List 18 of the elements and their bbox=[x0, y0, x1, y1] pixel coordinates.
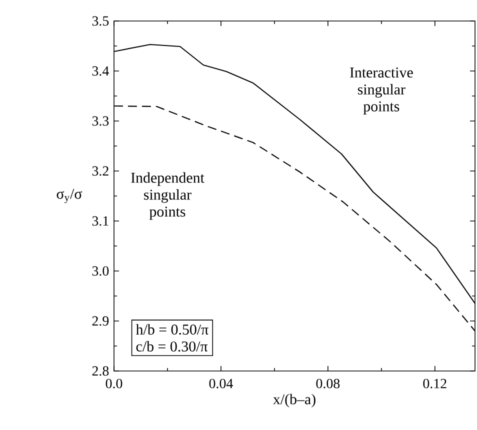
y-tick-label: 3.1 bbox=[92, 216, 108, 226]
y-axis-title: σ$_{y}$/σ bbox=[56, 188, 82, 204]
y-tick-label: 3.5 bbox=[92, 16, 109, 26]
y-tick-label: 3.4 bbox=[92, 66, 109, 76]
x-tick-label: 0.04 bbox=[209, 378, 233, 388]
y-tick-label: 3.0 bbox=[92, 266, 109, 276]
x-tick-label: 0.08 bbox=[316, 378, 340, 388]
x-tick-label: 0.0 bbox=[106, 378, 122, 388]
y-tick-label: 2.8 bbox=[92, 366, 109, 376]
x-tick-label: 0.12 bbox=[423, 378, 446, 388]
x-axis-title: x/(b–a) bbox=[273, 394, 316, 408]
y-tick-label: 2.9 bbox=[92, 316, 109, 326]
annotation: Interactive singular points bbox=[350, 68, 413, 114]
y-tick-label: 3.3 bbox=[92, 116, 109, 126]
annotation: h/b = 0.50/π bbox=[136, 324, 208, 335]
annotation: c/b = 0.30/π bbox=[136, 341, 208, 352]
annotation: Independent singular points bbox=[131, 172, 204, 220]
y-tick-label: 3.2 bbox=[92, 166, 108, 176]
